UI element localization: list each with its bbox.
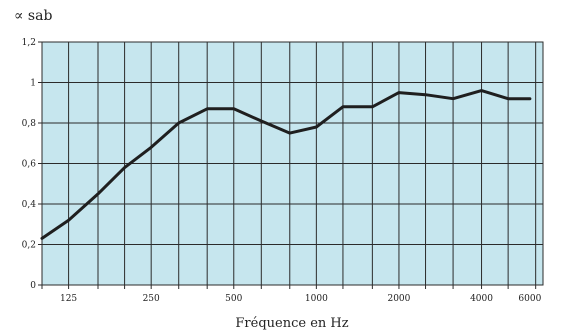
x-tick-label: 125: [60, 294, 77, 304]
y-tick-label: 0,4: [22, 200, 37, 210]
data-point: [288, 131, 291, 135]
x-tick-label: 1000: [305, 294, 328, 304]
data-point: [397, 91, 401, 94]
x-tick-label: 2000: [387, 294, 410, 304]
data-point: [424, 93, 427, 96]
data-point: [528, 97, 532, 100]
x-axis-ticks: 125 250 500 1000 2000 4000 6000: [60, 294, 542, 304]
x-tick-label: 6000: [518, 294, 541, 304]
x-tick-label: 4000: [470, 294, 493, 304]
data-points: [40, 89, 532, 240]
x-tick-label: 500: [225, 294, 242, 304]
data-point: [480, 89, 483, 92]
x-tick-label: 250: [143, 294, 160, 304]
data-point: [451, 97, 455, 100]
data-point: [149, 146, 153, 149]
data-point: [232, 107, 235, 111]
data-point: [341, 105, 345, 109]
data-point: [205, 107, 209, 111]
data-point: [371, 105, 374, 109]
y-tick-label: 1,2: [22, 38, 36, 48]
data-point: [67, 219, 70, 222]
y-tick-label: 1: [30, 79, 36, 89]
y-axis-label: ∝ sab: [14, 8, 52, 24]
data-point: [40, 237, 44, 240]
y-tick-label: 0,2: [22, 241, 36, 251]
data-point: [315, 125, 318, 129]
data-point: [177, 121, 180, 125]
data-point: [123, 166, 126, 169]
data-point: [96, 192, 100, 196]
data-point: [506, 97, 510, 100]
data-point: [260, 119, 263, 123]
y-tick-label: 0,6: [22, 160, 37, 170]
y-axis-ticks: 0 0,2 0,4 0,6 0,8 1 1,2: [22, 38, 42, 291]
x-axis-label: Fréquence en Hz: [235, 316, 348, 331]
y-tick-label: 0,8: [22, 119, 37, 129]
y-tick-label: 0: [30, 281, 36, 291]
horizontal-gridlines: [42, 82, 543, 245]
